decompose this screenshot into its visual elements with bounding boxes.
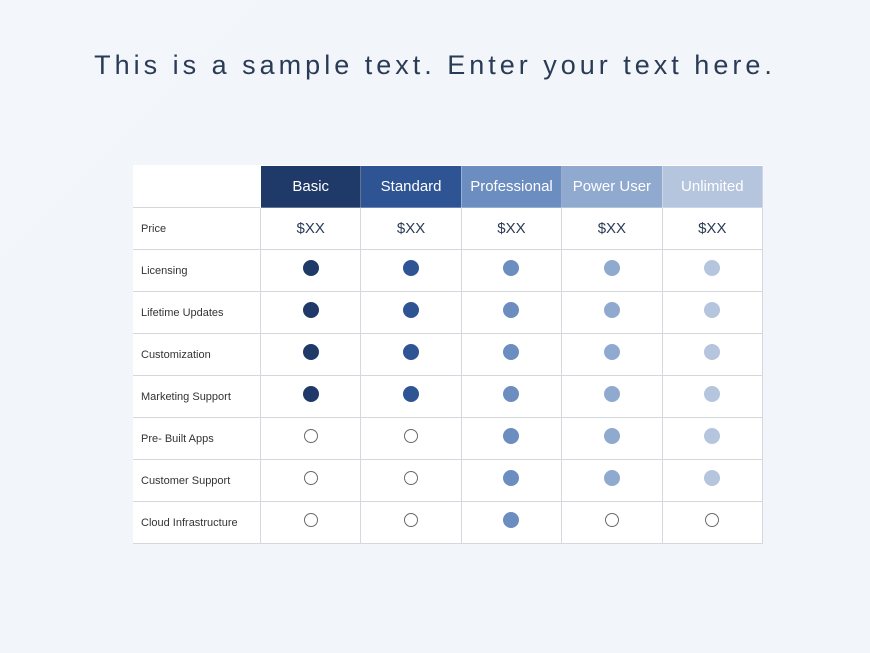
feature-cell	[461, 250, 561, 292]
feature-cell	[361, 334, 461, 376]
filled-dot-icon	[303, 302, 319, 318]
feature-cell	[461, 502, 561, 544]
filled-dot-icon	[604, 260, 620, 276]
feature-cell	[662, 334, 762, 376]
feature-cell	[662, 376, 762, 418]
empty-ring-icon	[304, 429, 318, 443]
feature-cell	[562, 376, 662, 418]
empty-ring-icon	[404, 513, 418, 527]
row-label: Customer Support	[133, 460, 261, 502]
filled-dot-icon	[704, 302, 720, 318]
plan-header-unlimited: Unlimited	[662, 166, 762, 208]
filled-dot-icon	[604, 428, 620, 444]
feature-cell	[461, 334, 561, 376]
row-label: Marketing Support	[133, 376, 261, 418]
feature-cell	[261, 250, 361, 292]
filled-dot-icon	[503, 260, 519, 276]
row-label-price: Price	[133, 208, 261, 250]
row-label: Lifetime Updates	[133, 292, 261, 334]
filled-dot-icon	[704, 428, 720, 444]
feature-cell	[562, 292, 662, 334]
empty-ring-icon	[404, 429, 418, 443]
filled-dot-icon	[403, 386, 419, 402]
filled-dot-icon	[604, 386, 620, 402]
feature-cell	[261, 460, 361, 502]
feature-cell	[461, 292, 561, 334]
filled-dot-icon	[704, 386, 720, 402]
row-label: Cloud Infrastructure	[133, 502, 261, 544]
row-label: Pre- Built Apps	[133, 418, 261, 460]
filled-dot-icon	[503, 386, 519, 402]
feature-cell	[261, 292, 361, 334]
feature-cell	[261, 418, 361, 460]
feature-cell	[662, 460, 762, 502]
price-cell: $XX	[562, 208, 662, 250]
feature-cell	[662, 250, 762, 292]
feature-cell	[361, 292, 461, 334]
price-cell: $XX	[361, 208, 461, 250]
feature-cell	[562, 334, 662, 376]
empty-ring-icon	[304, 513, 318, 527]
row-label: Customization	[133, 334, 261, 376]
filled-dot-icon	[503, 302, 519, 318]
feature-cell	[461, 418, 561, 460]
feature-cell	[461, 460, 561, 502]
empty-ring-icon	[304, 471, 318, 485]
filled-dot-icon	[303, 386, 319, 402]
empty-ring-icon	[404, 471, 418, 485]
filled-dot-icon	[704, 470, 720, 486]
feature-cell	[562, 502, 662, 544]
table-corner	[133, 166, 261, 208]
filled-dot-icon	[403, 302, 419, 318]
feature-cell	[562, 460, 662, 502]
price-cell: $XX	[461, 208, 561, 250]
filled-dot-icon	[403, 344, 419, 360]
filled-dot-icon	[604, 470, 620, 486]
filled-dot-icon	[503, 512, 519, 528]
price-cell: $XX	[662, 208, 762, 250]
feature-cell	[361, 418, 461, 460]
price-cell: $XX	[261, 208, 361, 250]
filled-dot-icon	[503, 470, 519, 486]
filled-dot-icon	[303, 344, 319, 360]
feature-cell	[361, 460, 461, 502]
feature-cell	[562, 250, 662, 292]
feature-cell	[662, 292, 762, 334]
empty-ring-icon	[605, 513, 619, 527]
feature-cell	[662, 502, 762, 544]
filled-dot-icon	[403, 260, 419, 276]
pricing-table-container: BasicStandardProfessionalPower UserUnlim…	[133, 165, 763, 544]
plan-header-professional: Professional	[461, 166, 561, 208]
pricing-table: BasicStandardProfessionalPower UserUnlim…	[133, 165, 763, 544]
filled-dot-icon	[604, 302, 620, 318]
empty-ring-icon	[705, 513, 719, 527]
feature-cell	[261, 376, 361, 418]
plan-header-standard: Standard	[361, 166, 461, 208]
feature-cell	[361, 502, 461, 544]
filled-dot-icon	[704, 260, 720, 276]
filled-dot-icon	[503, 344, 519, 360]
filled-dot-icon	[303, 260, 319, 276]
plan-header-power-user: Power User	[562, 166, 662, 208]
filled-dot-icon	[704, 344, 720, 360]
feature-cell	[261, 334, 361, 376]
feature-cell	[562, 418, 662, 460]
page-title: This is a sample text. Enter your text h…	[0, 50, 870, 81]
feature-cell	[461, 376, 561, 418]
feature-cell	[361, 376, 461, 418]
plan-header-basic: Basic	[261, 166, 361, 208]
feature-cell	[361, 250, 461, 292]
feature-cell	[662, 418, 762, 460]
row-label: Licensing	[133, 250, 261, 292]
filled-dot-icon	[604, 344, 620, 360]
filled-dot-icon	[503, 428, 519, 444]
feature-cell	[261, 502, 361, 544]
